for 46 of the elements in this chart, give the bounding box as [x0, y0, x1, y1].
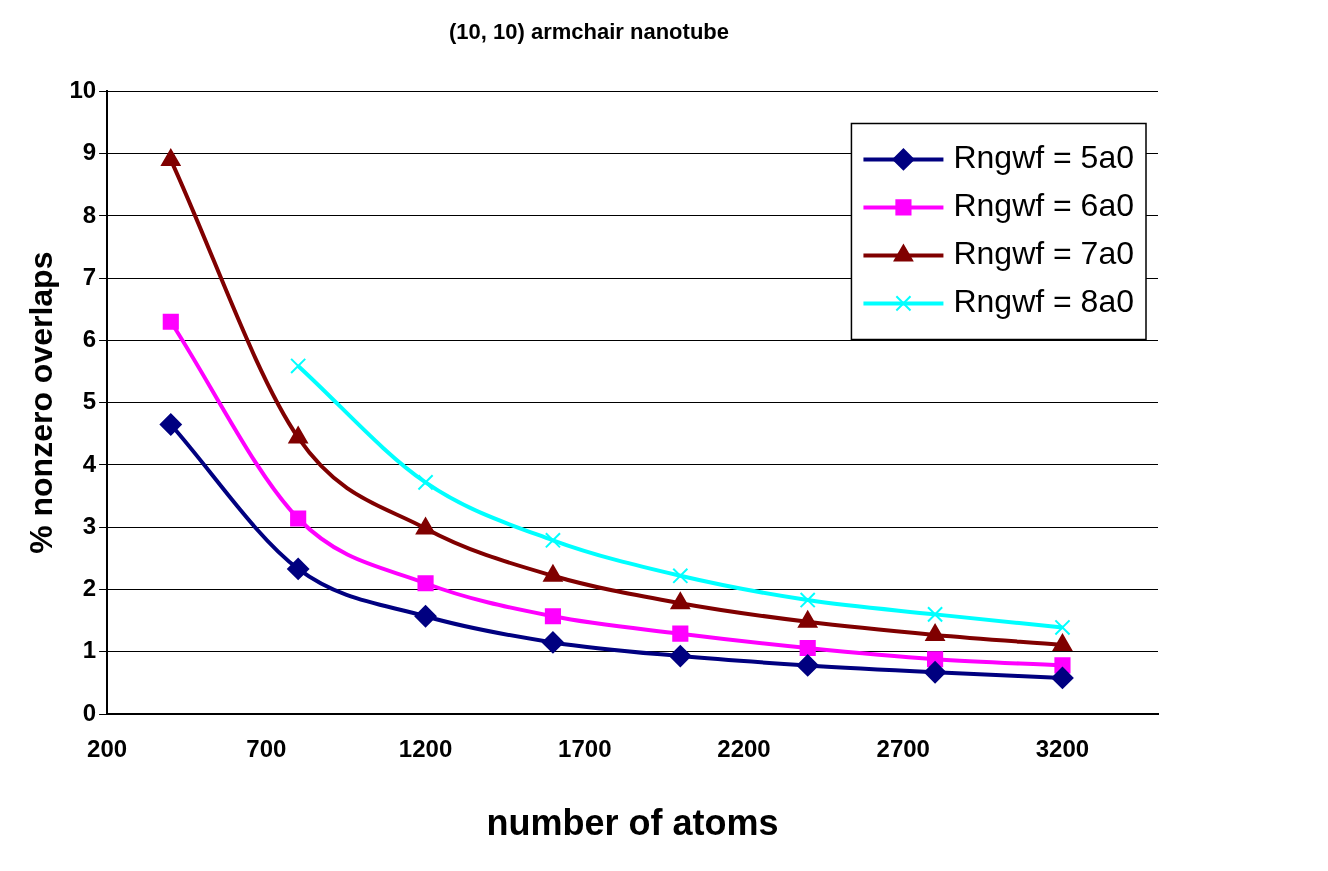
y-tick-label: 7 — [82, 262, 97, 290]
point — [927, 606, 944, 623]
x-axis-title: number of atoms — [486, 802, 779, 844]
y-tick-label: 1 — [82, 636, 97, 664]
y-tick-label: 0 — [82, 698, 97, 726]
y-tick-label: 6 — [82, 325, 97, 353]
legend-label: Rngwf = 5a0 — [953, 139, 1134, 176]
point — [417, 474, 434, 491]
point — [290, 510, 307, 527]
point — [799, 639, 816, 657]
point — [417, 575, 434, 592]
point — [541, 631, 564, 654]
x-tick-label: 700 — [246, 735, 287, 763]
x-tick-label: 2700 — [876, 735, 930, 763]
point — [544, 532, 562, 549]
point — [414, 605, 437, 628]
point — [924, 661, 947, 684]
y-tick-label: 2 — [82, 574, 97, 602]
point — [287, 557, 310, 580]
point — [672, 625, 689, 642]
legend-label: Rngwf = 6a0 — [953, 187, 1134, 224]
point — [159, 413, 182, 436]
legend-label: Rngwf = 7a0 — [953, 235, 1134, 272]
y-tick-label: 10 — [69, 76, 97, 104]
y-tick-label: 5 — [82, 387, 97, 415]
point — [290, 357, 307, 375]
x-tick-label: 1700 — [558, 735, 612, 763]
y-tick-label: 3 — [82, 511, 97, 539]
point — [799, 591, 816, 609]
point — [1051, 666, 1074, 689]
legend-label: Rngwf = 8a0 — [953, 283, 1134, 320]
point — [544, 608, 562, 625]
x-tick-label: 1200 — [398, 735, 453, 763]
y-tick-label: 4 — [82, 449, 97, 477]
chart-title: (10, 10) armchair nanotube — [449, 19, 729, 45]
x-tick-label: 2200 — [717, 735, 771, 763]
y-axis-title: % nonzero overlaps — [23, 251, 60, 554]
x-tick-label: 3200 — [1035, 735, 1090, 763]
point — [672, 567, 689, 584]
point — [796, 654, 819, 677]
point — [162, 313, 179, 330]
y-tick-label: 8 — [82, 200, 97, 228]
y-tick-label: 9 — [82, 138, 97, 166]
point — [669, 645, 692, 668]
x-tick-label: 200 — [87, 735, 128, 763]
point — [1054, 619, 1071, 636]
